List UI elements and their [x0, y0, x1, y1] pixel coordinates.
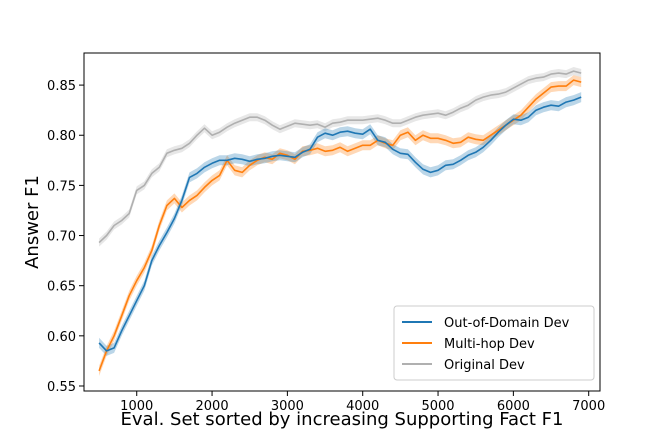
- y-tick-label: 0.75: [47, 179, 76, 194]
- y-tick-label: 0.55: [47, 380, 76, 395]
- legend-label-out-of-domain: Out-of-Domain Dev: [444, 316, 570, 331]
- y-axis-label: Answer F1: [22, 175, 43, 269]
- legend-label-multi-hop: Multi-hop Dev: [444, 337, 535, 352]
- y-tick-label: 0.80: [47, 129, 76, 144]
- x-tick-label: 1000: [120, 399, 153, 414]
- x-tick-label: 5000: [421, 399, 454, 414]
- line-original-dev: [98, 70, 582, 244]
- x-tick-label: 6000: [497, 399, 530, 414]
- x-tick-label: 3000: [271, 399, 304, 414]
- y-axis-ticks: 0.55 0.60 0.65 0.70 0.75 0.80 0.85: [47, 79, 84, 395]
- legend: Out-of-Domain Dev Multi-hop Dev Original…: [393, 305, 595, 381]
- band-out-of-domain-dev: [99, 92, 582, 356]
- y-tick-label: 0.60: [47, 330, 76, 345]
- y-tick-label: 0.85: [47, 79, 76, 94]
- x-axis-label: Eval. Set sorted by increasing Supportin…: [121, 409, 564, 430]
- plot-frame: [83, 52, 601, 392]
- line-out-of-domain-dev: [98, 96, 582, 352]
- y-tick-label: 0.65: [47, 280, 76, 295]
- legend-label-original: Original Dev: [444, 358, 525, 373]
- confidence-bands: [99, 67, 582, 376]
- band-multi-hop-dev: [99, 75, 582, 376]
- x-tick-label: 2000: [196, 399, 229, 414]
- x-axis-ticks: 1000 2000 3000 4000 5000 6000 7000: [120, 391, 605, 414]
- x-tick-label: 4000: [346, 399, 379, 414]
- y-tick-label: 0.70: [47, 230, 76, 245]
- series-lines: [98, 70, 582, 372]
- x-tick-label: 7000: [572, 399, 605, 414]
- legend-box: [393, 305, 595, 381]
- band-original-dev: [99, 67, 582, 247]
